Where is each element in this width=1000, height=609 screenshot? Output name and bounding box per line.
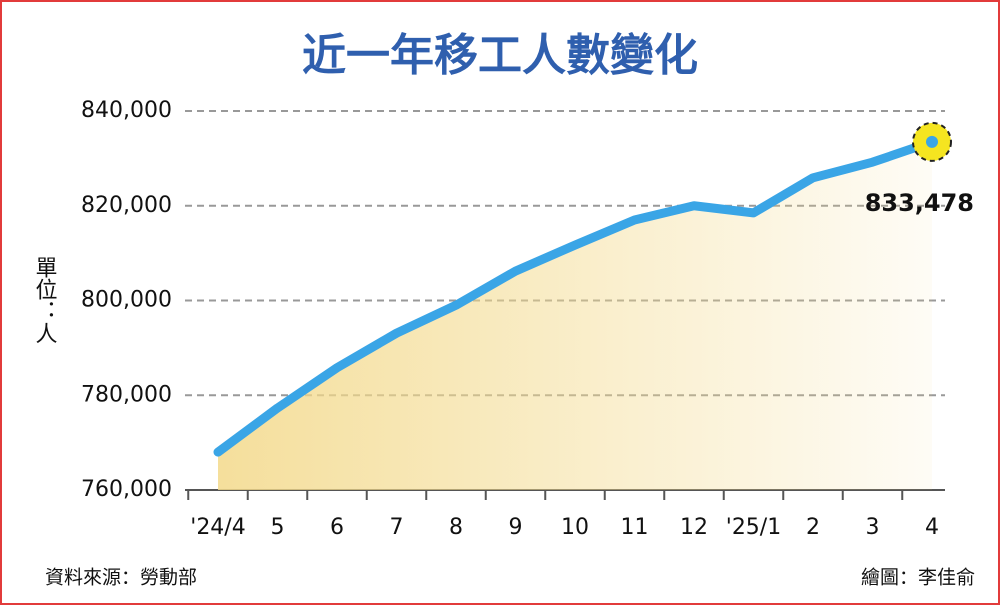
x-tick-label: 11	[621, 515, 649, 540]
point	[926, 135, 938, 148]
x-tick-label: 4	[925, 515, 939, 540]
value-label: 833,478	[865, 189, 974, 217]
y-tick-label: 760,000	[81, 477, 172, 502]
x-tick-label: 9	[509, 515, 523, 540]
x-tick-label: '25/1	[726, 515, 781, 540]
credit: 繪圖：李佳俞	[861, 567, 975, 589]
y-tick-label: 780,000	[81, 382, 172, 407]
line	[213, 137, 937, 457]
y-tick-label: 820,000	[81, 193, 172, 218]
x-tick-label: 5	[271, 515, 285, 540]
x-tick-label: 3	[866, 515, 880, 540]
source: 資料來源：勞動部	[45, 567, 197, 589]
x-tick-label: '24/4	[190, 515, 245, 540]
x-tick-label: 7	[390, 515, 404, 540]
area	[218, 141, 932, 490]
x-tick-label: 8	[449, 515, 463, 540]
x-tick-label: 6	[330, 515, 344, 540]
y-axis-label: 單位：人	[32, 256, 58, 344]
y-tick-label: 840,000	[81, 98, 172, 123]
x-tick-label: 2	[806, 515, 820, 540]
x-tick-label: 10	[561, 515, 589, 540]
x-tick-label: 12	[680, 515, 708, 540]
chart-title: 近一年移工人數變化	[302, 30, 698, 81]
y-tick-label: 800,000	[81, 288, 172, 313]
